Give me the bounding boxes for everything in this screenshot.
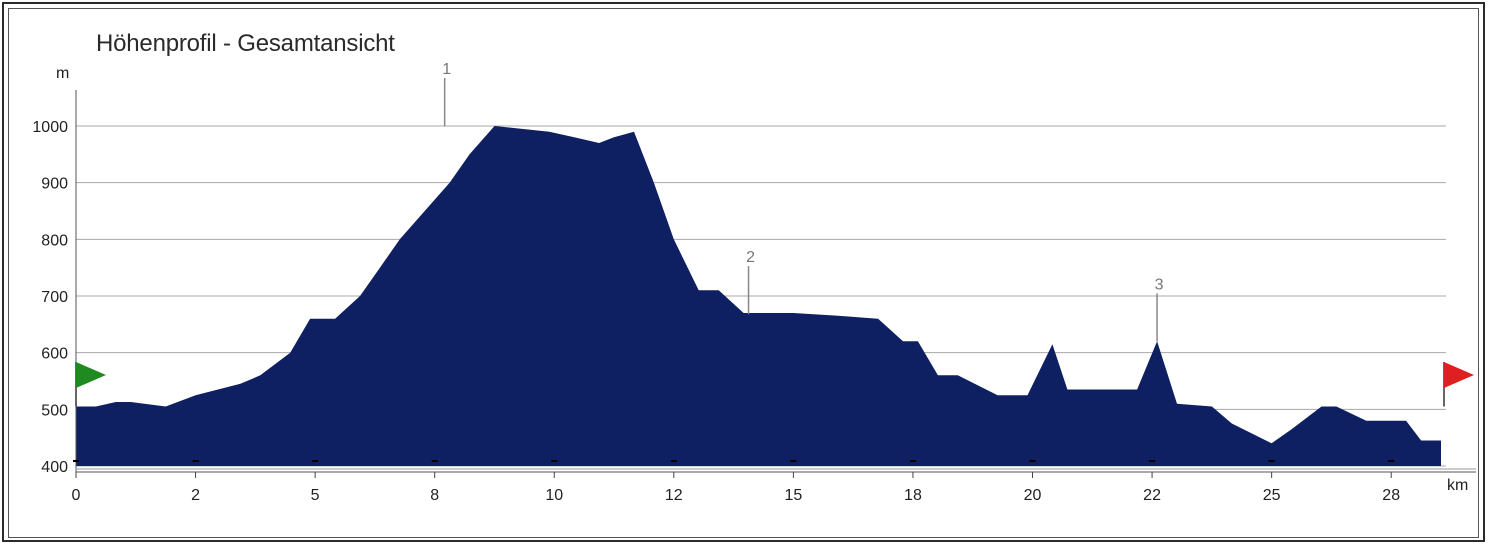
route-flags [75, 362, 1474, 407]
y-tick-label: 1000 [32, 119, 68, 136]
y-tick-label: 400 [41, 459, 68, 476]
waypoint-markers: 1 2 3 [442, 61, 1164, 342]
y-tick-label: 500 [41, 402, 68, 419]
waypoint-marker-label: 3 [1155, 276, 1164, 293]
waypoint-marker-label: 1 [442, 61, 451, 78]
x-tick-label: 20 [1024, 487, 1042, 504]
y-tick-label: 800 [41, 232, 68, 249]
y-tick-label: 600 [41, 346, 68, 363]
x-tick-label: 12 [665, 487, 683, 504]
y-axis: 400 500 600 700 800 900 1000 [32, 90, 77, 476]
x-tick-label: 25 [1263, 487, 1281, 504]
start-flag-icon [76, 362, 106, 388]
chart-frame-inner [8, 8, 1479, 538]
x-axis-label: km [1447, 477, 1468, 494]
x-tick-label: 22 [1143, 487, 1161, 504]
x-tick-label: 8 [430, 487, 439, 504]
y-axis-label: m [56, 65, 69, 82]
chart-title: Höhenprofil - Gesamtansicht [96, 30, 395, 57]
x-tick-label: 15 [784, 487, 802, 504]
y-tick-label: 900 [41, 176, 68, 193]
x-tick-label: 10 [545, 487, 563, 504]
elevation-area [76, 126, 1442, 466]
x-tick-label: 0 [72, 487, 81, 504]
waypoint-marker-label: 2 [746, 249, 755, 266]
x-tick-label: 18 [904, 487, 922, 504]
finish-flag-icon [1444, 362, 1474, 388]
x-tick-label: 2 [191, 487, 200, 504]
y-tick-label: 700 [41, 289, 68, 306]
x-tick-label: 5 [311, 487, 320, 504]
x-tick-label: 28 [1382, 487, 1400, 504]
x-axis: 0 2 5 8 10 12 15 18 20 22 25 28 [72, 460, 1476, 504]
